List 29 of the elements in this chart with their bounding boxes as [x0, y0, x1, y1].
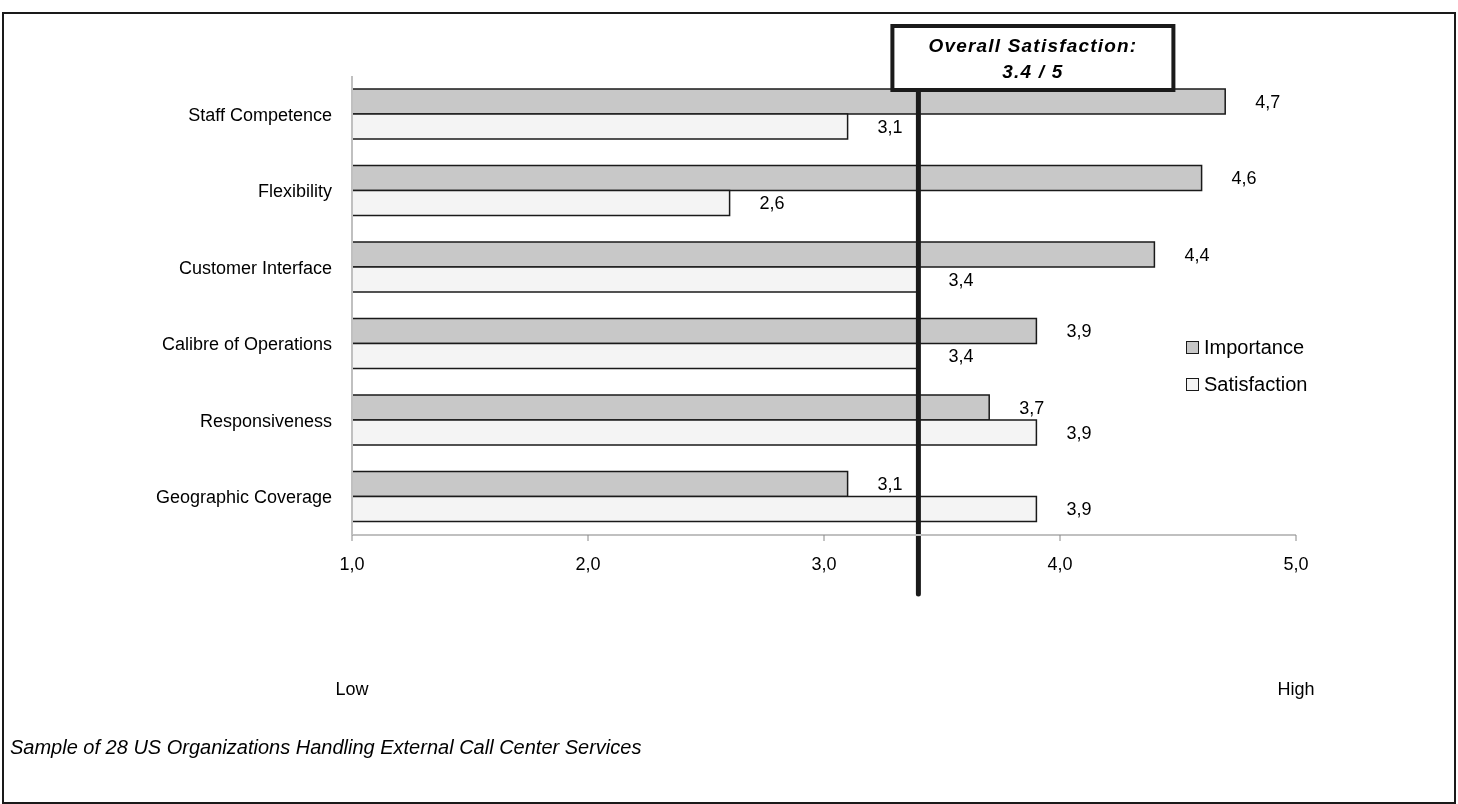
x-tick-label: 5,0	[1283, 553, 1309, 574]
x-tick-label: 1,0	[339, 553, 365, 574]
data-label: 3,4	[948, 269, 974, 290]
data-label: 4,6	[1231, 168, 1257, 189]
x-tick-label: 3,0	[811, 553, 837, 574]
x-tick-label: 2,0	[575, 553, 601, 574]
data-label: 3,7	[1019, 397, 1045, 418]
data-label: 2,6	[759, 193, 785, 214]
data-label: 4,7	[1255, 91, 1281, 112]
text: Sample of 28 US Organizations Handling External Call Center Services	[10, 736, 642, 759]
text: Low	[335, 679, 369, 699]
data-label: 3,1	[877, 474, 903, 495]
ref-line-label: Overall Satisfaction: 3.4 / 5	[928, 35, 1138, 82]
data-label: 3,1	[877, 116, 903, 137]
y-tick-label: Staff Competence	[188, 104, 332, 125]
data-label: 3,9	[1066, 422, 1092, 443]
data-label: 4,4	[1184, 244, 1210, 265]
data-label: 3,4	[948, 346, 974, 367]
data-label: 3,9	[1066, 499, 1092, 520]
text: High	[1277, 679, 1315, 699]
y-tick-label: Customer Interface	[178, 257, 332, 278]
x-tick-label: 4,0	[1047, 553, 1073, 574]
y-tick-label: Geographic Coverage	[155, 487, 332, 508]
data-label: 3,9	[1066, 321, 1092, 342]
legend-label: Importance	[1204, 336, 1305, 359]
y-tick-label: Flexibility	[257, 181, 332, 202]
y-tick-label: Calibre of Operations	[161, 334, 332, 355]
legend-label: Satisfaction	[1204, 373, 1308, 396]
y-tick-label: Responsiveness	[199, 410, 332, 431]
